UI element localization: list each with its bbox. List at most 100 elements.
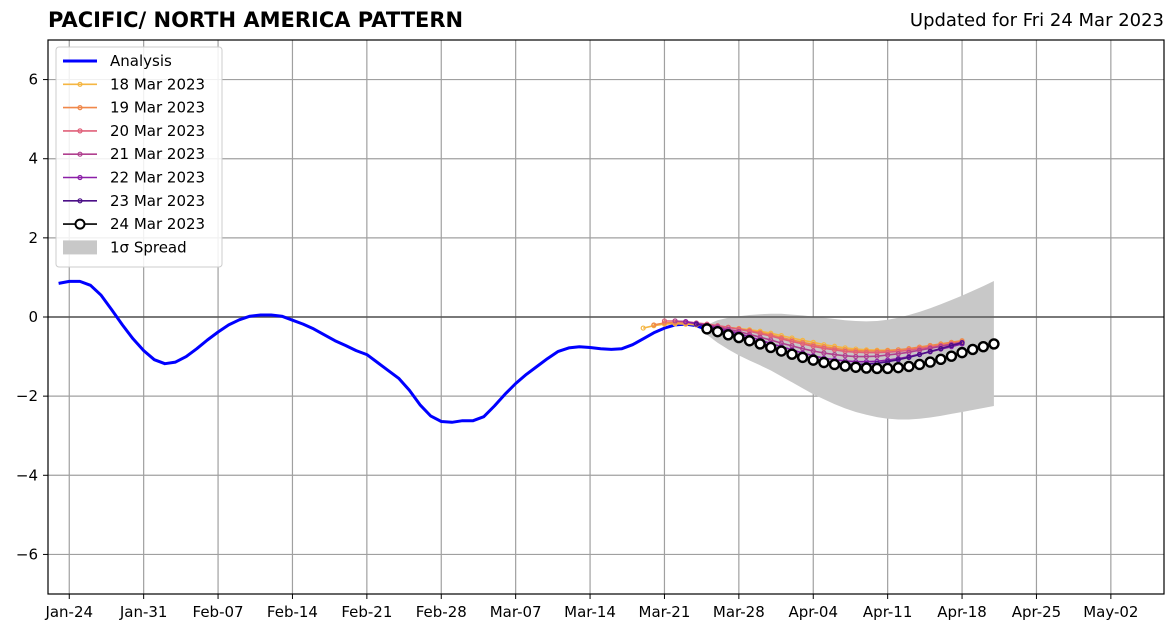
forecast-point [895,357,901,363]
forecast-point [821,345,827,351]
legend-label: 24 Mar 2023 [110,215,205,233]
current-forecast-point [988,338,1000,350]
current-forecast-point [786,348,798,360]
legend-marker [74,218,86,230]
current-forecast-point [924,356,936,368]
current-forecast-point [956,346,968,359]
x-tick-label: Mar-21 [639,603,691,621]
current-forecast-point [935,353,947,366]
x-tick-label: May-02 [1083,603,1138,621]
current-forecast-point [977,340,990,353]
current-forecast-point [711,325,724,338]
x-tick-label: Feb-28 [416,603,467,621]
legend-box [55,46,223,268]
current-forecast-point [701,323,713,335]
current-forecast-point [818,356,830,369]
current-forecast-point [892,361,904,374]
chart-subtitle: Updated for Fri 24 Mar 2023 [909,10,1164,31]
current-forecast-point [754,338,766,350]
current-forecast-point [775,345,788,357]
y-tick-label: 2 [28,229,38,247]
forecast-point [661,320,668,326]
y-tick-label: 6 [28,71,38,89]
legend-label: 19 Mar 2023 [110,99,205,117]
current-forecast-point [850,361,862,373]
current-forecast-point [860,362,873,374]
legend-marker [77,198,83,204]
y-tick-label: −2 [16,387,38,405]
forecast-point [810,343,816,349]
legend-marker [77,81,83,87]
forecast-point [948,342,955,349]
forecast-point [640,325,646,331]
current-forecast-point [828,358,841,371]
legend-label: 23 Mar 2023 [110,192,205,210]
legend-marker [77,104,83,111]
forecast-point [661,318,668,324]
x-tick-label: Mar-07 [490,603,542,621]
legend-swatch [63,240,97,255]
x-tick-label: Jan-31 [119,603,168,621]
current-forecast-point [913,358,926,371]
x-tick-label: Feb-21 [341,603,392,621]
legend-label: 21 Mar 2023 [110,145,205,163]
forecast-point [746,328,753,334]
x-axis: Jan-24 Jan-31 Feb-07 Feb-14 Feb-21 Feb-28 Mar-… [44,594,1138,621]
forecast-point [853,353,859,360]
forecast-point [842,353,848,359]
current-forecast-point [966,343,979,356]
x-tick-label: Mar-28 [713,603,765,621]
forecast-point [885,352,891,358]
legend-label: 1σ Spread [110,238,187,256]
current-forecast-point [839,360,851,372]
current-forecast-point [743,335,756,347]
forecast-point [831,347,838,353]
forecast-point [959,340,965,346]
current-forecast-point [945,350,958,362]
forecast-point [831,351,838,358]
y-tick-label: 0 [28,308,38,326]
y-tick-label: 4 [28,150,38,168]
current-forecast-point [881,362,894,375]
forecast-point [863,353,870,360]
forecast-point [938,346,944,352]
current-forecast-point [796,351,809,364]
forecast-point [672,318,678,324]
forecast-point [683,319,689,325]
forecast-point [821,350,827,356]
y-tick-label: −4 [16,466,38,484]
current-forecast-point [765,341,777,354]
forecast-point [651,322,657,328]
legend-label: Analysis [110,52,172,70]
chart-title: PACIFIC/ NORTH AMERICA PATTERN [48,8,464,32]
forecast-point [927,348,933,355]
x-tick-label: Feb-07 [193,603,244,621]
plot-area [48,279,1164,424]
current-forecast-point [722,329,734,341]
legend-label: 18 Mar 2023 [110,75,205,93]
current-forecast-point [807,354,819,366]
forecast-point [906,354,912,360]
current-forecast-point [903,360,915,373]
legend-label: 20 Mar 2023 [110,122,205,140]
forecast-point [800,341,806,347]
y-tick-label: −6 [16,545,38,563]
forecast-point [693,321,699,327]
forecast-point [895,351,901,357]
x-tick-label: Apr-18 [937,603,987,621]
current-forecast-point [733,331,745,344]
x-tick-label: Apr-04 [789,603,839,621]
forecast-point [874,353,880,359]
legend-marker [77,151,83,157]
current-forecast-series [701,323,1000,375]
analysis-line [58,279,708,424]
x-tick-label: Mar-14 [564,603,616,621]
forecast-point [810,348,816,354]
legend-label: 22 Mar 2023 [110,169,205,187]
x-tick-label: Feb-14 [267,603,318,621]
x-tick-label: Apr-11 [863,603,913,621]
legend-marker [77,174,83,181]
forecast-point [916,351,923,358]
legend-marker [77,128,83,134]
